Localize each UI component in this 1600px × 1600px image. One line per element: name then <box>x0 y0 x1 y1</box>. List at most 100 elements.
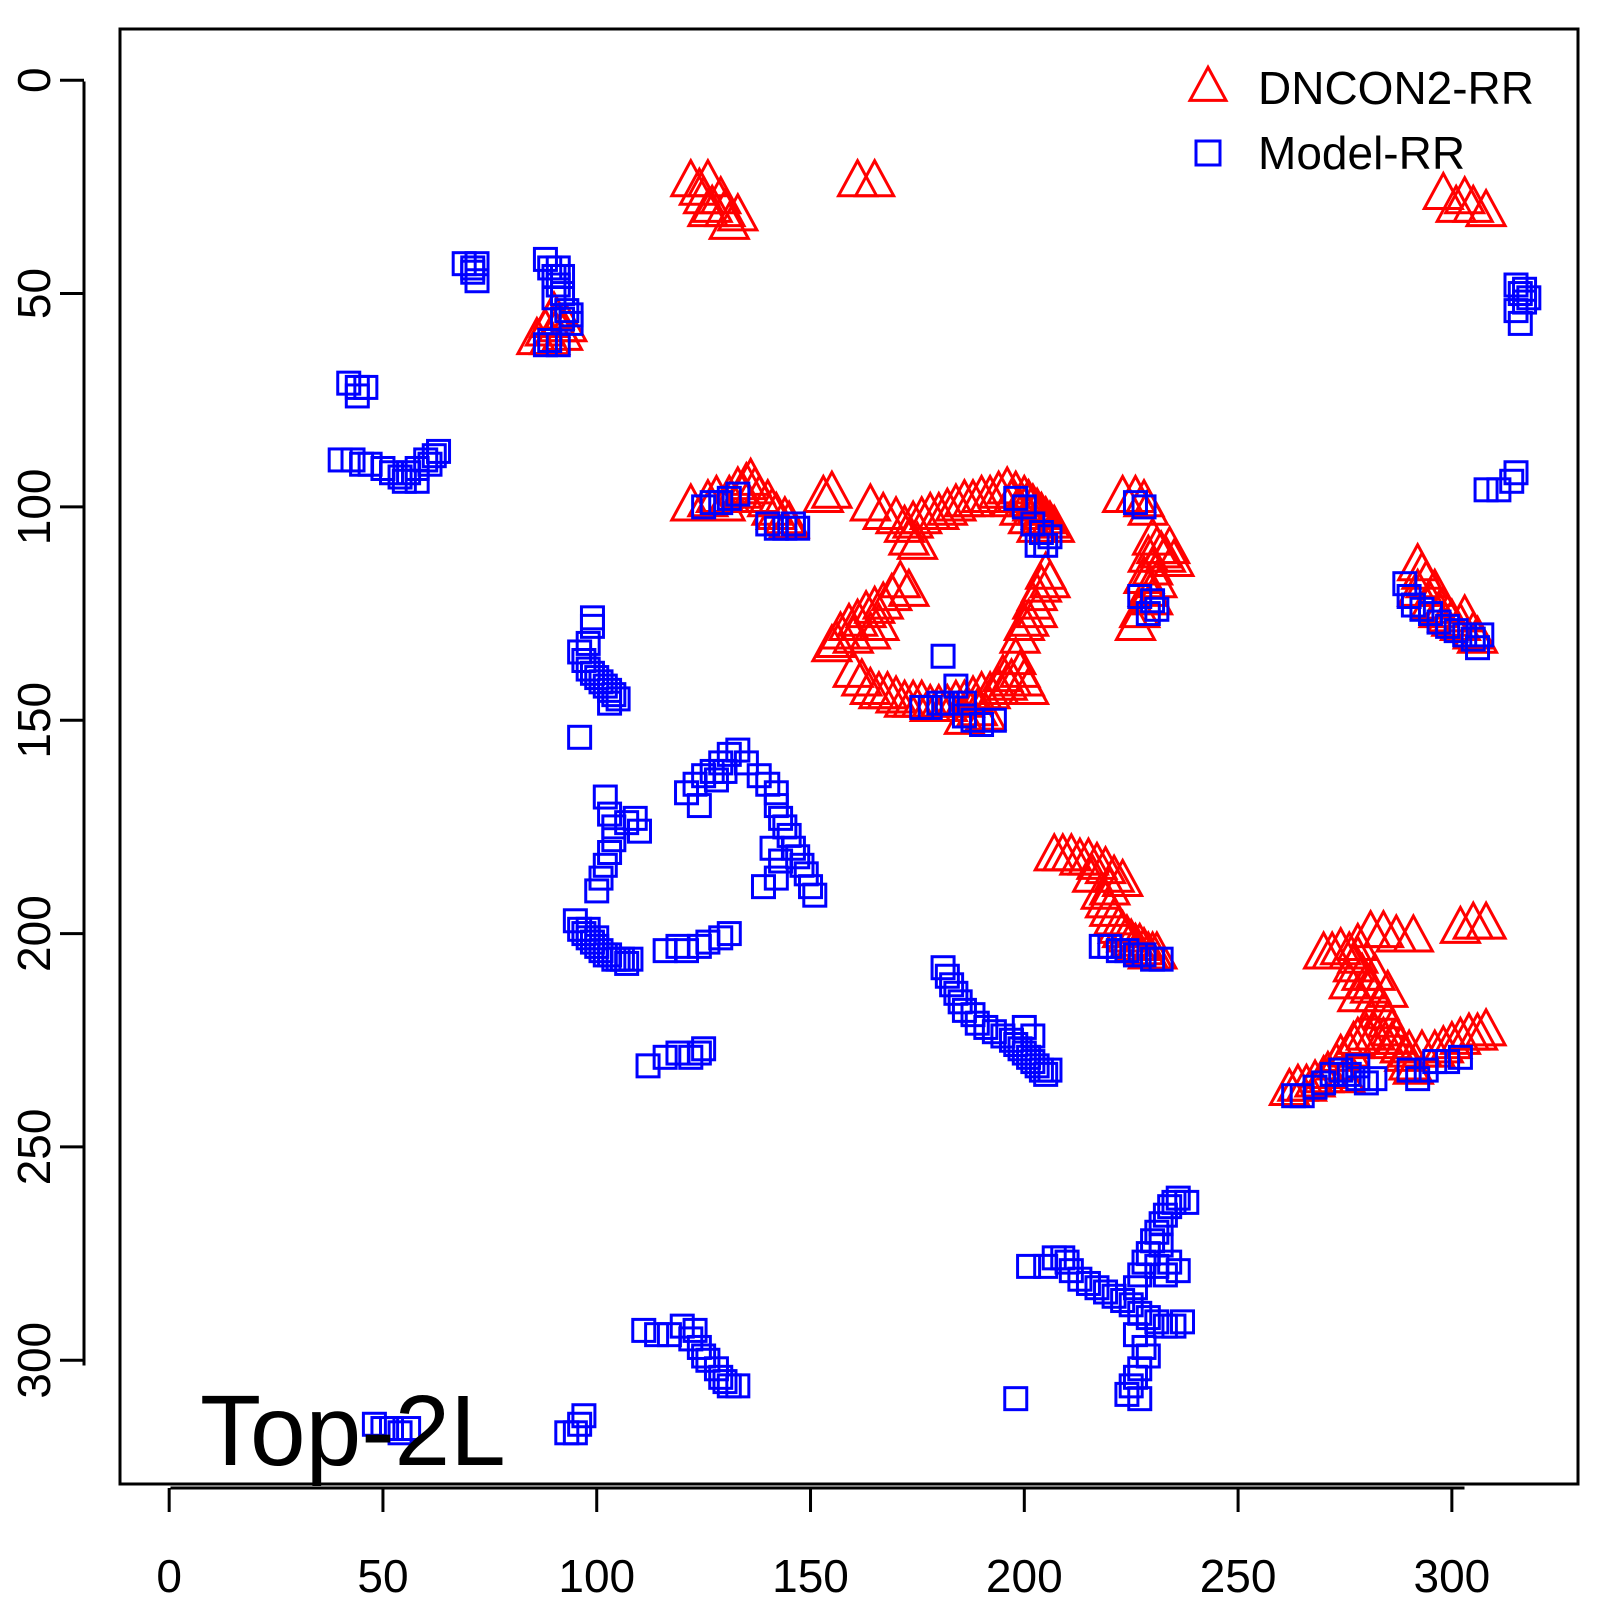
square-point <box>584 925 610 951</box>
square-point <box>614 810 640 836</box>
triangle-point <box>801 473 845 513</box>
square-point <box>387 464 413 490</box>
x-tick-label: 300 <box>1413 1550 1490 1600</box>
triangle-point <box>1379 1023 1423 1064</box>
triangle-point <box>810 622 854 663</box>
square-point <box>768 805 794 831</box>
triangle-point <box>1088 865 1132 906</box>
square-point <box>703 767 729 793</box>
square-point <box>746 763 772 789</box>
square-point <box>631 1317 657 1343</box>
square-point <box>703 1356 729 1382</box>
y-tick-label: 100 <box>8 469 60 546</box>
series-2 <box>327 246 1542 1446</box>
square-point <box>712 1369 738 1395</box>
triangle-point <box>1118 588 1162 629</box>
triangle-point <box>1327 929 1371 970</box>
square-point <box>1174 1189 1200 1215</box>
square-point <box>1118 1373 1144 1399</box>
square-point <box>532 246 558 272</box>
square-point <box>1093 1279 1119 1305</box>
square-point <box>588 865 614 891</box>
square-point <box>1400 592 1426 618</box>
square-point <box>1157 1194 1183 1220</box>
square-point <box>1426 609 1452 635</box>
square-point <box>725 737 751 763</box>
square-point <box>370 455 396 481</box>
square-point <box>682 1317 708 1343</box>
square-point <box>652 1044 678 1070</box>
square-point <box>951 997 977 1023</box>
triangle-point <box>1336 972 1380 1013</box>
triangle-point <box>690 183 734 223</box>
square-point <box>592 784 618 810</box>
square-point <box>725 481 751 507</box>
square-point <box>1512 276 1538 302</box>
x-tick-label: 150 <box>772 1550 849 1600</box>
square-point <box>1135 601 1161 627</box>
square-point <box>930 955 956 981</box>
triangle-point <box>865 669 910 710</box>
square-point <box>1127 583 1153 609</box>
square-point <box>1362 1066 1388 1092</box>
square-point <box>1157 1249 1183 1275</box>
square-point <box>579 605 605 631</box>
x-tick-label: 50 <box>357 1550 408 1600</box>
square-point <box>1118 1292 1144 1318</box>
triangle-point <box>887 516 931 556</box>
square-point <box>1345 1066 1371 1092</box>
triangle-point <box>891 498 935 539</box>
legend-label: DNCON2-RR <box>1258 62 1534 114</box>
square-point <box>1396 1057 1422 1083</box>
square-point <box>1289 1083 1315 1109</box>
square-point <box>1016 1253 1042 1279</box>
square-point <box>708 925 734 951</box>
square-point <box>1516 285 1542 311</box>
square-point <box>554 298 580 324</box>
square-point <box>716 741 742 767</box>
square-point <box>669 1313 695 1339</box>
square-point <box>618 946 644 972</box>
square-point <box>426 438 452 464</box>
square-point <box>934 963 960 989</box>
square-point <box>947 989 973 1015</box>
square-point <box>584 878 610 904</box>
triangle-point <box>840 656 884 697</box>
triangle-point <box>955 686 999 727</box>
square-point <box>635 1053 661 1079</box>
square-point <box>1452 622 1478 648</box>
square-point <box>1011 1040 1037 1066</box>
square-point <box>1127 1386 1153 1412</box>
triangle-point <box>1464 900 1508 940</box>
square-point <box>391 468 417 494</box>
square-point <box>1486 477 1512 503</box>
square-point <box>1460 626 1486 652</box>
square-point <box>678 1326 704 1352</box>
square-point <box>532 332 558 358</box>
square-point <box>802 882 828 908</box>
square-point <box>674 780 700 806</box>
square-point <box>597 690 623 716</box>
x-tick-label: 0 <box>156 1550 182 1600</box>
square-point <box>725 1373 751 1399</box>
square-point <box>562 908 588 934</box>
square-point <box>943 673 969 699</box>
square-point <box>964 1010 990 1036</box>
square-point <box>1110 1288 1136 1314</box>
square-point <box>686 1040 712 1066</box>
square-point <box>1507 281 1533 307</box>
square-point <box>1161 1189 1187 1215</box>
triangle-point <box>1002 601 1046 641</box>
square-point <box>1465 635 1491 661</box>
triangle-point <box>1413 567 1457 607</box>
square-point <box>1435 613 1461 639</box>
square-point <box>597 840 623 866</box>
square-point <box>973 1014 999 1040</box>
data-marks <box>327 157 1542 1446</box>
square-point <box>768 848 794 874</box>
square-point <box>562 1420 588 1446</box>
square-point <box>1353 1070 1379 1096</box>
square-point <box>451 251 477 277</box>
square-point <box>1024 1053 1050 1079</box>
triangle-point <box>1015 503 1059 543</box>
